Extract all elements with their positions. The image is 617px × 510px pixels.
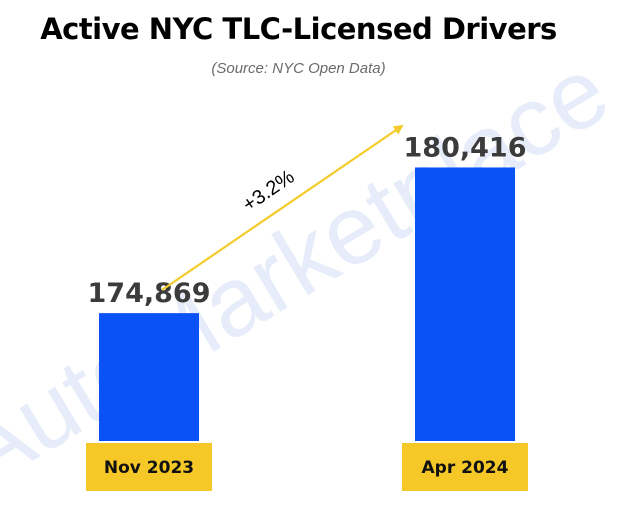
growth-arrow — [161, 124, 404, 291]
bar-0 — [99, 313, 199, 441]
bar-1 — [415, 167, 515, 441]
category-label-1: Apr 2024 — [422, 458, 509, 478]
category-box-1 — [402, 443, 528, 491]
chart-subtitle: (Source: NYC Open Data) — [211, 60, 386, 77]
category-box-0 — [86, 443, 212, 491]
value-label-1: 180,416 — [404, 132, 527, 163]
watermark: AutoMarketplace — [0, 34, 617, 507]
category-label-0: Nov 2023 — [104, 458, 194, 478]
chart-title: Active NYC TLC-Licensed Drivers — [40, 12, 557, 46]
value-label-0: 174,869 — [88, 278, 211, 309]
